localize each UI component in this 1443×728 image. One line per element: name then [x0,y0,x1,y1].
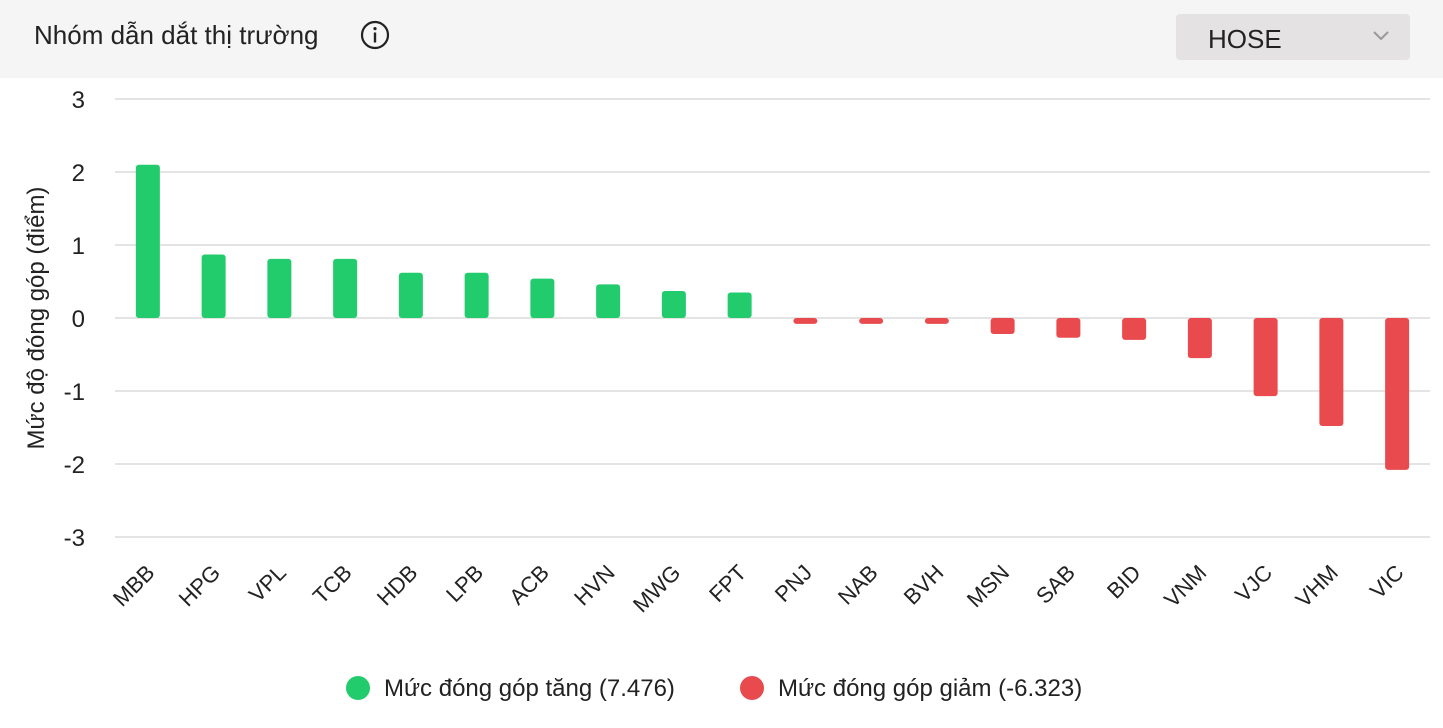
info-circle-icon[interactable] [360,20,390,50]
x-tick-label: ACB [504,560,554,610]
x-tick-label: BVH [899,560,949,610]
y-axis-label: Mức độ đóng góp (điểm) [23,187,50,450]
contribution-bar-chart: 3 2 1 0 -1 -2 -3 Mức độ đóng góp (điểm) MBB HPG… [23,87,1430,617]
bar-tcb[interactable] [333,258,358,318]
legend-dot-positive [346,676,370,700]
bar-fpt[interactable] [727,292,752,318]
y-tick-label: 1 [72,233,85,260]
y-tick-label: 3 [72,87,85,114]
y-tick-label: -3 [64,525,85,552]
legend-label-positive: Mức đóng góp tăng (7.476) [384,675,675,702]
y-axis-ticks: 3 2 1 0 -1 -2 -3 [64,87,85,552]
x-tick-label: VIC [1365,560,1409,604]
chevron-down-icon [1373,31,1389,41]
x-tick-label: PNJ [770,560,817,607]
legend: Mức đóng góp tăng (7.476) Mức đóng góp g… [0,672,1443,704]
x-tick-label: VJC [1230,560,1277,607]
legend-dot-negative [740,676,764,700]
x-axis-ticks: MBB HPG VPL TCB HDB LPB ACB HVN MWG FPT PNJ NAB BVH M… [108,560,1409,617]
legend-label-negative: Mức đóng góp giảm (-6.323) [778,675,1083,702]
bar-mwg[interactable] [661,290,686,318]
bar-pnj[interactable] [793,318,818,324]
bar-vpl[interactable] [267,258,292,318]
exchange-select-value: HOSE [1208,24,1282,54]
x-tick-label: MSN [962,560,1014,612]
y-tick-label: 2 [72,160,85,187]
bars [135,164,1410,470]
exchange-select[interactable]: HOSE [1176,14,1410,60]
bar-hpg[interactable] [201,254,226,318]
x-tick-label: VPL [244,560,291,607]
page-title: Nhóm dẫn dắt thị trường [34,20,319,50]
x-tick-label: TCB [308,560,357,609]
x-tick-label: HVN [569,560,620,611]
x-tick-label: HDB [372,560,423,611]
bar-nab[interactable] [859,318,884,324]
x-tick-label: HPG [174,560,225,611]
x-tick-label: NAB [833,560,883,610]
grid-lines [115,98,1430,538]
x-tick-label: SAB [1031,560,1080,609]
x-tick-label: VNM [1159,560,1211,612]
bar-bid[interactable] [1122,318,1147,340]
header: Nhóm dẫn dắt thị trường HOSE [0,0,1443,78]
y-tick-label: 0 [72,306,85,333]
bar-msn[interactable] [990,318,1015,335]
x-tick-label: MBB [108,560,159,611]
y-tick-label: -2 [64,452,85,479]
bar-vnm[interactable] [1187,318,1212,359]
x-tick-label: VHM [1291,560,1343,612]
x-tick-label: LPB [441,560,488,607]
x-tick-label: FPT [704,560,751,607]
bar-lpb[interactable] [464,272,489,318]
bar-hdb[interactable] [398,272,423,318]
bar-vjc[interactable] [1253,318,1278,397]
bar-bvh[interactable] [924,318,949,324]
bar-mbb[interactable] [135,164,160,318]
bar-acb[interactable] [530,278,555,318]
x-tick-label: BID [1102,560,1146,604]
bar-hvn[interactable] [596,284,621,318]
y-tick-label: -1 [64,379,85,406]
bar-vic[interactable] [1385,318,1410,470]
bar-sab[interactable] [1056,318,1081,338]
bar-vhm[interactable] [1319,318,1344,427]
x-tick-label: MWG [628,560,685,617]
